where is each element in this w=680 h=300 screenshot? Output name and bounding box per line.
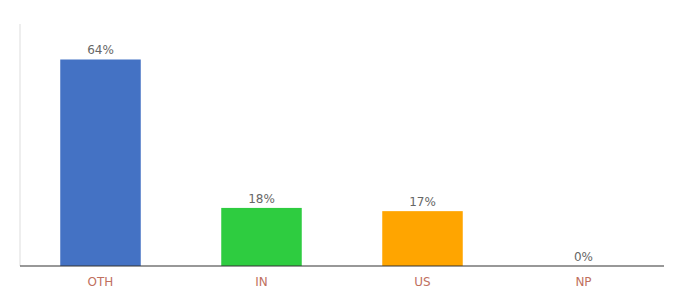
data-label: 64%	[87, 43, 114, 57]
bar	[221, 208, 302, 266]
x-axis-line	[20, 265, 664, 266]
data-label: 18%	[248, 192, 275, 206]
x-tick-label: IN	[255, 275, 268, 289]
x-tick-label: US	[414, 275, 430, 289]
bar	[382, 211, 463, 266]
chart: 64% 18% 17% 0% OTH IN US NP	[0, 0, 680, 300]
bars	[60, 59, 463, 266]
data-label: 0%	[574, 250, 593, 264]
y-axis-line	[20, 24, 21, 266]
x-tick-label: OTH	[88, 275, 114, 289]
bar	[60, 59, 141, 266]
x-tick-label: NP	[575, 275, 591, 289]
x-tick-labels: OTH IN US NP	[88, 275, 592, 289]
data-label: 17%	[409, 195, 436, 209]
data-labels: 64% 18% 17% 0%	[87, 43, 593, 264]
